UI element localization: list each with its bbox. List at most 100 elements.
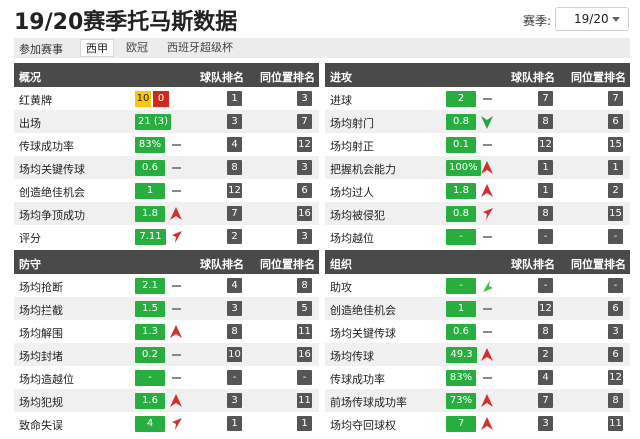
trend-flat-icon: [483, 377, 492, 379]
position-rank-badge: 3: [297, 160, 312, 175]
team-rank-badge: -: [538, 229, 553, 244]
stat-row: 创造绝佳机会 1 12 6: [14, 179, 319, 202]
position-rank-badge: 11: [297, 393, 312, 408]
season-select[interactable]: 19/20: [555, 7, 629, 31]
stat-value: 83%: [135, 137, 165, 153]
season-label: 赛季:: [523, 14, 552, 28]
position-rank-badge: 7: [608, 91, 623, 106]
team-rank-badge: 10: [227, 347, 242, 362]
team-rank-badge: 3: [227, 301, 242, 316]
position-rank-badge: 7: [297, 114, 312, 129]
stat-label: 场均过人: [330, 186, 374, 199]
team-rank-badge: 3: [538, 416, 553, 431]
col-position-rank: 同位置排名: [260, 71, 315, 84]
stat-label: 场均射门: [330, 117, 374, 130]
stat-row: 场均关键传球 0.6 8 3: [14, 156, 319, 179]
stat-value: 1: [446, 301, 476, 317]
stat-value: 21 (3): [135, 114, 172, 130]
tab-ucl[interactable]: 欧冠: [126, 41, 148, 54]
team-rank-badge: 1: [227, 91, 242, 106]
stat-row: 场均被侵犯 0.8 8 15: [325, 202, 630, 225]
stat-value: 0.8: [446, 114, 476, 130]
stat-row: 场均越位 - - -: [325, 225, 630, 248]
stat-row: 传球成功率 83% 4 12: [14, 133, 319, 156]
trend-up-icon: [481, 348, 493, 361]
team-rank-badge: -: [538, 278, 553, 293]
team-rank-badge: 7: [227, 206, 242, 221]
position-rank-badge: 3: [297, 91, 312, 106]
stat-row: 场均过人 1.8 1 2: [325, 179, 630, 202]
col-team-rank: 球队排名: [511, 258, 555, 271]
position-rank-badge: 3: [608, 324, 623, 339]
col-team-rank: 球队排名: [200, 71, 244, 84]
position-rank-badge: 6: [608, 347, 623, 362]
team-rank-badge: 7: [538, 393, 553, 408]
stat-label: 场均造越位: [19, 373, 74, 386]
trend-up-right-icon: [172, 418, 182, 430]
position-rank-badge: 6: [297, 183, 312, 198]
team-rank-badge: 8: [227, 324, 242, 339]
stat-row: 场均传球 49.3 2 6: [325, 343, 630, 366]
panel-title: 防守: [19, 258, 41, 271]
col-position-rank: 同位置排名: [571, 258, 626, 271]
stat-value: 2: [446, 91, 476, 107]
stat-row: 传球成功率 83% 4 12: [325, 366, 630, 389]
trend-up-right-icon: [483, 208, 493, 220]
trend-up-icon: [481, 417, 493, 430]
stat-value: 0.1: [446, 137, 476, 153]
tab-supercopa[interactable]: 西班牙超级杯: [167, 41, 233, 54]
competitions-label: 参加赛事: [19, 43, 63, 56]
stat-label: 进球: [330, 94, 352, 107]
stat-label: 传球成功率: [330, 373, 385, 386]
col-position-rank: 同位置排名: [260, 258, 315, 271]
position-rank-badge: 5: [297, 301, 312, 316]
stat-row: 场均犯规 1.6 3 11: [14, 389, 319, 412]
trend-flat-icon: [483, 308, 492, 310]
stat-row: 场均争顶成功 1.8 7 16: [14, 202, 319, 225]
defense-panel: 防守 球队排名 同位置排名 场均抢断 2.1 4 8 场均拦截 1.5 3 5 场均解围 1.3 8 11 场…: [14, 250, 319, 435]
team-rank-badge: 1: [227, 416, 242, 431]
col-position-rank: 同位置排名: [571, 71, 626, 84]
stat-row: 评分 7.11 2 3: [14, 225, 319, 248]
position-rank-badge: 15: [608, 206, 623, 221]
position-rank-badge: 8: [608, 393, 623, 408]
panel-header: 进攻 球队排名 同位置排名: [325, 63, 630, 87]
stat-row: 把握机会能力 100% 1 1: [325, 156, 630, 179]
stat-label: 场均关键传球: [330, 327, 396, 340]
stat-label: 场均封堵: [19, 350, 63, 363]
stat-label: 红黄牌: [19, 94, 52, 107]
stat-value: 73%: [446, 393, 476, 409]
stat-value: 1.3: [135, 324, 165, 340]
page-header: 19/20赛季托马斯数据 赛季: 19/20: [0, 0, 640, 36]
position-rank-badge: 2: [608, 183, 623, 198]
team-rank-badge: 4: [227, 278, 242, 293]
stat-label: 场均关键传球: [19, 163, 85, 176]
trend-up-icon: [481, 161, 493, 174]
stat-label: 场均夺回球权: [330, 419, 396, 432]
position-rank-badge: 12: [608, 370, 623, 385]
stat-row: 场均封堵 0.2 10 16: [14, 343, 319, 366]
trend-up-icon: [170, 325, 182, 338]
stat-row: 助攻 - - -: [325, 274, 630, 297]
position-rank-badge: -: [608, 229, 623, 244]
trend-flat-icon: [483, 144, 492, 146]
stat-row: 场均射正 0.1 12 15: [325, 133, 630, 156]
trend-up-icon: [481, 184, 493, 197]
position-rank-badge: 3: [297, 229, 312, 244]
trend-flat-icon: [172, 190, 181, 192]
overview-panel: 概况 球队排名 同位置排名 红黄牌 10 0 1 3 出场 21 (3) 3 7 传球成功率 83% 4 12…: [14, 63, 319, 248]
stat-label: 评分: [19, 232, 41, 245]
chevron-down-icon: [612, 17, 620, 22]
stat-value: 0.6: [135, 160, 165, 176]
stat-value: 0.8: [446, 206, 476, 222]
trend-down-left-icon: [483, 280, 493, 292]
attack-panel: 进攻 球队排名 同位置排名 进球 2 7 7 场均射门 0.8 8 6 场均射正 0.1 12 15 把握机会…: [325, 63, 630, 248]
stat-value: -: [446, 229, 476, 245]
stat-value: 83%: [446, 370, 476, 386]
tab-laliga[interactable]: 西甲: [80, 39, 114, 57]
stat-row: 出场 21 (3) 3 7: [14, 110, 319, 133]
stat-row: 创造绝佳机会 1 12 6: [325, 297, 630, 320]
stat-row: 致命失误 4 1 1: [14, 412, 319, 435]
panel-header: 防守 球队排名 同位置排名: [14, 250, 319, 274]
trend-flat-icon: [172, 285, 181, 287]
